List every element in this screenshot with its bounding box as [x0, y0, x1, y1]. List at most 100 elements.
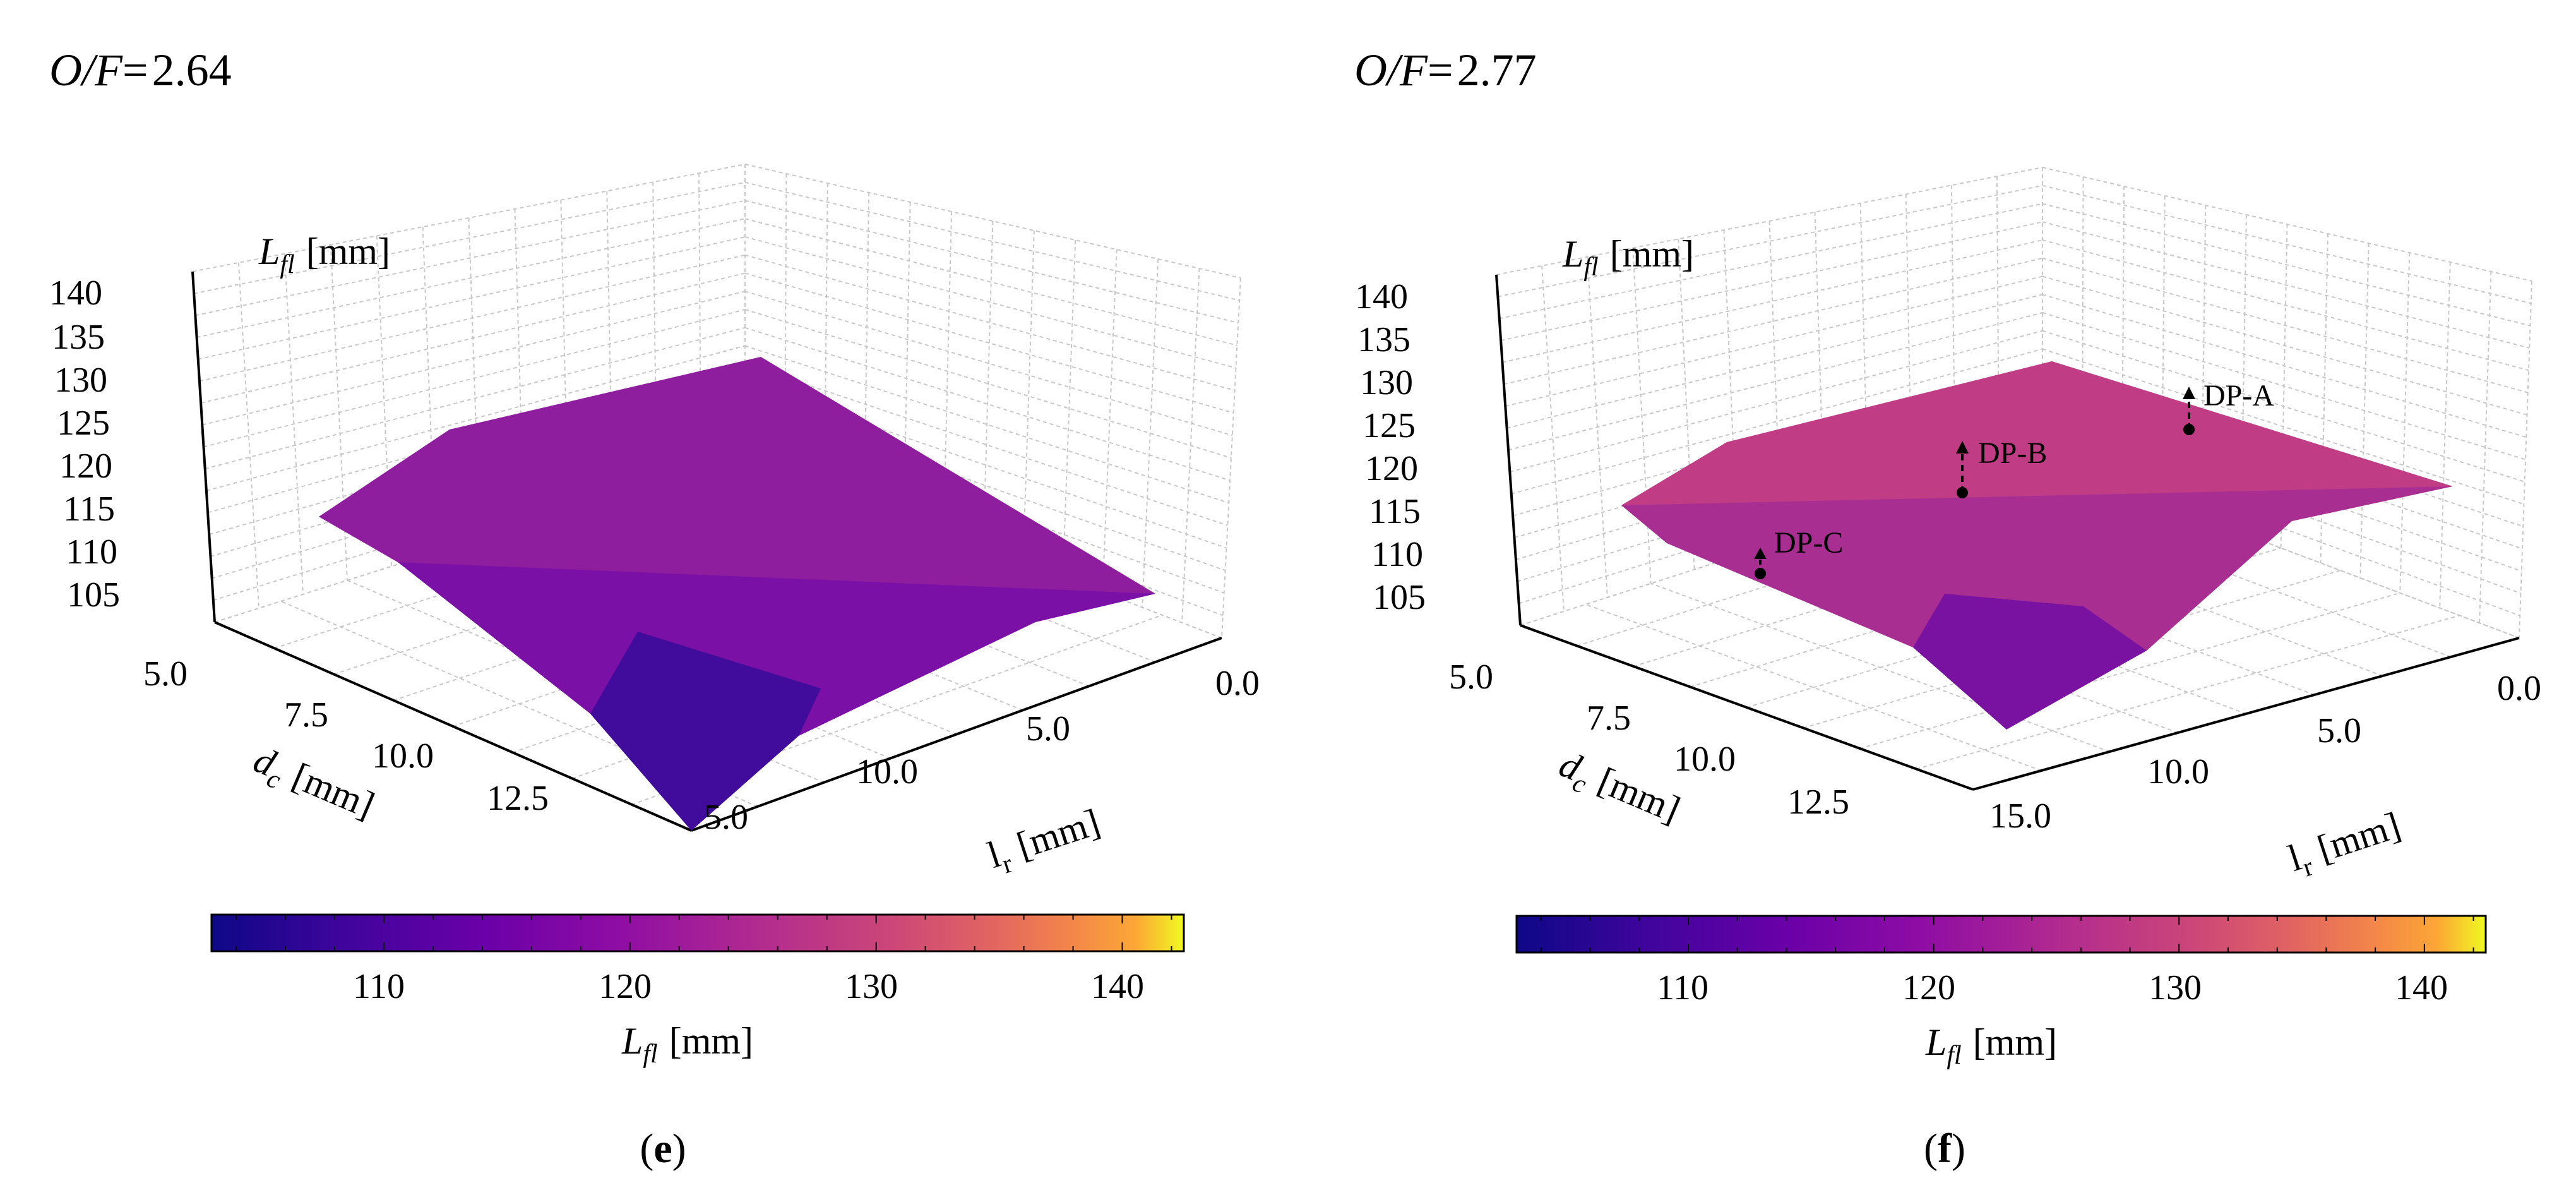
panel-e-z-ticks: 140 135 130 125 120 115 110 105	[49, 273, 120, 615]
panel-f-title-lhs: O/F	[1354, 45, 1428, 95]
panel-e-gridline	[1221, 277, 1241, 639]
panel-e-x-axis-label: lr[mm]	[982, 801, 1107, 882]
panel-e-y-ticks: 5.0 7.5 10.0 12.5	[143, 654, 549, 818]
panel-e-colorbar-body	[210, 913, 1185, 953]
dp-a-label: DP-A	[2203, 379, 2274, 412]
panel-e-z-tick: 105	[67, 575, 120, 615]
panel-e-colorbar-minor-ticks	[235, 915, 1172, 951]
panel-e-subcaption-letter: e	[653, 1126, 672, 1172]
panel-f-gridline	[2042, 167, 2532, 282]
panel-f-gridline	[2042, 330, 2525, 483]
panel-f-x-tick: 0.0	[2497, 669, 2541, 708]
dp-b-point	[1957, 487, 1968, 498]
panel-e-gridline	[202, 291, 746, 426]
panel-f-z-label-sub: fl	[1583, 253, 1598, 282]
dp-b-arrow-icon	[1956, 441, 1969, 454]
panel-f-gridline	[1500, 221, 2043, 342]
panel-e-gridline	[744, 327, 1231, 481]
dp-c-point	[1755, 568, 1766, 579]
panel-e-z-tick: 135	[52, 318, 105, 357]
panel-e-gridline	[744, 254, 1235, 392]
panel-f-gridline	[2042, 257, 2529, 394]
panel-f-z-axis-line	[1495, 274, 1522, 626]
panel-f-title-eq: =	[1428, 45, 1453, 95]
panel-e-colorbar-label-sub: fl	[643, 1040, 657, 1069]
panel-e-y-axis-label: dc[mm]	[245, 738, 380, 832]
panel-f-gridline	[1859, 592, 2400, 749]
panel-e-gridline	[744, 218, 1237, 346]
panel-f-colorbar-minor-ticks	[1540, 916, 2474, 953]
panel-e-gridline	[206, 345, 746, 491]
panel-f-x-tick: 10.0	[2147, 752, 2209, 791]
panel-e-title-eq: =	[122, 45, 148, 95]
panel-f-gridline	[1503, 257, 2043, 385]
panel-e-x-tick: 5.0	[1026, 709, 1070, 748]
panel-f-y-tick: 10.0	[1674, 740, 1736, 779]
panel-f-y-label-unit: [mm]	[1592, 759, 1686, 831]
panel-f-colorbar-tick: 120	[1902, 968, 1955, 1007]
panel-f-colorbar-tick: 110	[1657, 968, 1708, 1007]
panel-f-gridline	[1499, 203, 2043, 320]
panel-e-gridline	[196, 218, 746, 339]
panel-f-gridline	[1632, 248, 1652, 584]
panel-f-colorbar-label-unit: [mm]	[1973, 1021, 2057, 1063]
panel-f-gridline	[2042, 312, 2526, 460]
annotation-dp-c: DP-C	[1754, 526, 1843, 579]
panel-f-gridline	[2042, 203, 2531, 327]
panel-f-x-axis-line	[1972, 637, 2520, 791]
panel-e-colorbar-tick: 110	[353, 967, 405, 1006]
panel-f-z-tick: 140	[1355, 277, 1408, 316]
panel-e-gridline	[903, 201, 911, 516]
panel-e-y-tick: 10.0	[372, 736, 434, 776]
panel-e-y-label-unit: [mm]	[287, 755, 381, 826]
panel-e-subcaption: (e)	[640, 1126, 686, 1172]
panel-e-gridline	[744, 291, 1233, 436]
panel-f-gridline	[1587, 256, 1608, 598]
panel-f-gridline	[1505, 275, 2043, 407]
panel-f-x-label-unit: [mm]	[2313, 804, 2406, 870]
panel-f-x-ticks: 0.0 5.0 10.0 15.0	[1989, 669, 2541, 836]
panel-f-gridline	[1496, 167, 2043, 275]
panel-e-colorbar-label: Lfl [mm]	[621, 1020, 753, 1069]
panel-f-gridline	[1585, 603, 2042, 771]
panel-e-z-axis-line	[191, 271, 216, 623]
panel-e-title-value: 2.64	[152, 45, 232, 95]
panel-e-z-tick: 140	[49, 273, 102, 313]
panel-e-colorbar-tick: 140	[1091, 967, 1144, 1006]
panel-e-y-axis-line	[214, 621, 692, 832]
panel-f-gridline	[1690, 524, 2222, 688]
panel-f-colorbar-label-main: L	[1925, 1021, 1947, 1063]
panel-e-gridline	[744, 236, 1236, 369]
panel-f-z-ticks: 140 135 130 125 120 115 110 105	[1355, 277, 1426, 617]
panel-e-y-tick: 12.5	[487, 779, 549, 818]
panel-f-subcaption-letter: f	[1938, 1126, 1952, 1172]
panel-e-x-tick-partial: 5.0	[704, 798, 748, 837]
panel-e-gridline	[1022, 230, 1035, 562]
panel-e-gridline	[1142, 258, 1159, 608]
panel-e-gridline	[744, 345, 1229, 504]
panel-f-x-axis-label: lr[mm]	[2283, 804, 2407, 886]
panel-f-gridline	[2042, 294, 2527, 438]
panel-f-y-ticks: 5.0 7.5 10.0 12.5	[1449, 658, 1849, 822]
panel-e-title: O/F=2.64	[49, 45, 232, 95]
panel-e-colorbar: 110 120 130 140 Lfl [mm]	[210, 913, 1185, 1069]
panel-f-z-tick: 115	[1369, 492, 1421, 531]
panel-f-title-value: 2.77	[1457, 45, 1537, 95]
panel-e-gridline	[193, 181, 746, 294]
panel-e-gridline	[192, 164, 746, 272]
panel-e-gridline	[205, 327, 746, 470]
panel-f-gridline	[1510, 330, 2043, 473]
panel-f-colorbar-label-sub: fl	[1947, 1041, 1961, 1070]
panel-f-gridline	[1508, 312, 2043, 451]
panel-e-title-lhs: O/F	[49, 45, 123, 95]
panel-e-colorbar-tick: 120	[599, 967, 652, 1006]
panel-f-gridline	[2042, 184, 2531, 304]
panel-e-gridline	[199, 254, 746, 382]
panel-e-gridline	[1102, 249, 1118, 592]
panel-f-colorbar-tick: 140	[2395, 968, 2448, 1007]
panel-e-colorbar-label-main: L	[621, 1020, 643, 1062]
panel-f-z-tick: 110	[1371, 535, 1423, 574]
panel-f-x-tick: 5.0	[2317, 711, 2361, 750]
panel-f-y-tick: 12.5	[1787, 783, 1849, 822]
panel-e-surface-upper-band	[319, 357, 1155, 594]
